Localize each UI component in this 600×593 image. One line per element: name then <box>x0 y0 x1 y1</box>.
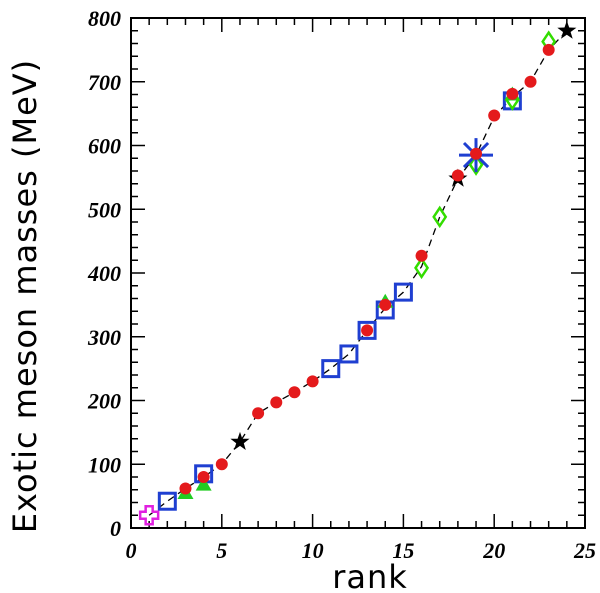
circle-marker <box>488 109 501 122</box>
diamond-marker <box>414 256 430 280</box>
circle-marker <box>197 471 210 483</box>
circle-marker <box>306 375 319 388</box>
star-marker <box>557 20 577 39</box>
square-marker <box>157 491 177 511</box>
circle-marker <box>179 482 192 495</box>
circle-marker <box>288 386 301 399</box>
square-marker <box>357 320 377 340</box>
y-tick-label: 200 <box>87 389 121 414</box>
x-tick-label: 20 <box>482 538 505 563</box>
circle-marker <box>252 407 265 420</box>
circle-marker <box>542 43 555 56</box>
circle-marker <box>470 147 483 160</box>
circle-marker <box>524 75 537 88</box>
x-tick-label: 10 <box>302 538 324 563</box>
circle-marker <box>506 87 519 100</box>
cross-marker <box>138 505 160 526</box>
x-tick-label: 25 <box>573 538 596 563</box>
x-tick-label: 15 <box>392 538 414 563</box>
diamond-marker <box>468 153 484 176</box>
y-tick-label: 500 <box>88 197 121 222</box>
square-marker <box>321 359 341 379</box>
circle-marker <box>361 324 374 337</box>
triangle-marker <box>195 476 212 491</box>
x-axis-title: rank <box>332 558 408 593</box>
x-tick-label: 5 <box>216 538 227 563</box>
y-tick-label: 800 <box>88 6 121 31</box>
circle-marker <box>379 298 392 311</box>
circle-marker <box>415 249 428 262</box>
y-tick-label: 600 <box>88 134 121 159</box>
square-marker <box>393 282 413 302</box>
y-tick-label: 100 <box>88 452 121 477</box>
y-tick-label: 400 <box>87 261 121 286</box>
y-tick-label: 0 <box>110 516 121 541</box>
star-marker <box>230 431 250 450</box>
y-tick-label: 700 <box>88 70 121 95</box>
y-tick-label: 300 <box>87 325 121 350</box>
circle-marker <box>270 396 283 409</box>
diamond-marker <box>432 205 448 229</box>
circle-marker <box>215 458 228 471</box>
square-marker <box>339 344 359 364</box>
x-tick-label: 0 <box>126 538 137 563</box>
circle-marker <box>451 169 464 182</box>
y-axis-title: Exotic meson masses (MeV) <box>6 59 44 533</box>
